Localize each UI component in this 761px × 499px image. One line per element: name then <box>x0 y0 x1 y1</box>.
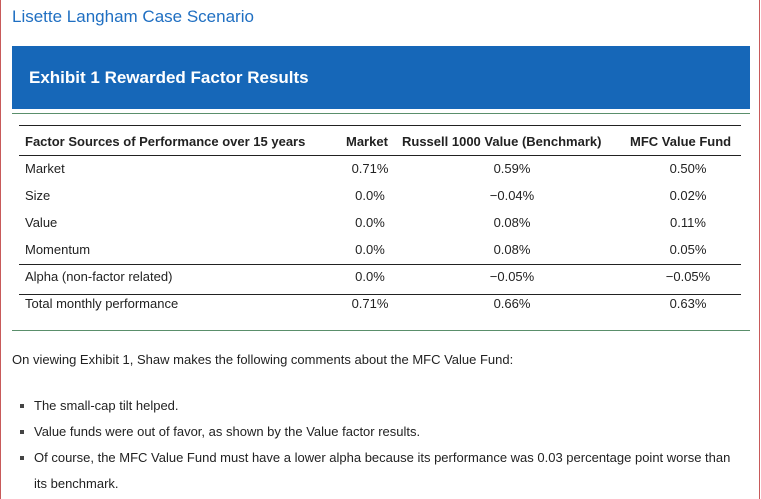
header-market: Market <box>346 133 388 149</box>
table-header-row: Factor Sources of Performance over 15 ye… <box>21 127 750 155</box>
table-row: Alpha (non-factor related) 0.0% −0.05% −… <box>21 263 750 290</box>
cell-benchmark: −0.04% <box>489 188 535 203</box>
list-item: The small-cap tilt helped. <box>12 393 742 419</box>
list-item-text: The small-cap tilt helped. <box>34 398 179 413</box>
cell-market: 0.71% <box>351 161 389 176</box>
table-rule-total <box>19 294 741 295</box>
cell-market: 0.0% <box>355 188 385 203</box>
header-mfc-value-fund: MFC Value Fund <box>630 133 732 149</box>
row-label: Market <box>25 161 65 176</box>
row-label: Momentum <box>25 242 91 257</box>
table-row: Total monthly performance 0.71% 0.66% 0.… <box>21 290 750 317</box>
list-item-text: Of course, the MFC Value Fund must have … <box>34 450 731 491</box>
row-label: Alpha (non-factor related) <box>25 269 173 284</box>
table-row: Market 0.71% 0.59% 0.50% <box>21 155 750 182</box>
cell-mfc: 0.05% <box>669 242 707 257</box>
left-border <box>0 0 1 499</box>
factor-results-table: Factor Sources of Performance over 15 ye… <box>21 127 750 317</box>
list-item-text: Value funds were out of favor, as shown … <box>34 424 421 439</box>
divider-bottom <box>12 330 750 331</box>
cell-benchmark: 0.08% <box>493 215 531 230</box>
cell-market: 0.0% <box>355 215 385 230</box>
case-title: Lisette Langham Case Scenario <box>12 7 254 26</box>
cell-benchmark: 0.66% <box>493 296 531 311</box>
comments-list: The small-cap tilt helped. Value funds w… <box>12 393 742 497</box>
row-label: Size <box>25 188 51 203</box>
exhibit-header: Exhibit 1 Rewarded Factor Results <box>12 46 750 109</box>
row-label: Value <box>25 215 58 230</box>
table-row: Size 0.0% −0.04% 0.02% <box>21 182 750 209</box>
cell-market: 0.71% <box>351 296 389 311</box>
cell-market: 0.0% <box>355 269 385 284</box>
cell-mfc: 0.11% <box>670 215 706 230</box>
cell-mfc: −0.05% <box>665 269 711 284</box>
cell-mfc: 0.63% <box>669 296 707 311</box>
cell-benchmark: 0.08% <box>493 242 531 257</box>
right-border <box>759 0 760 499</box>
cell-market: 0.0% <box>355 242 385 257</box>
exhibit-title: Exhibit 1 Rewarded Factor Results <box>29 68 309 87</box>
header-factor-sources: Factor Sources of Performance over 15 ye… <box>25 133 306 149</box>
cell-benchmark: 0.59% <box>493 161 531 176</box>
list-item: Value funds were out of favor, as shown … <box>12 419 742 445</box>
cell-mfc: 0.50% <box>669 161 707 176</box>
table-rule-alpha <box>19 264 741 265</box>
divider-top <box>12 113 750 114</box>
table-rule-top <box>19 125 741 126</box>
intro-paragraph: On viewing Exhibit 1, Shaw makes the fol… <box>12 352 514 367</box>
bullet-icon <box>20 456 24 460</box>
table-rule-header <box>19 155 741 156</box>
bullet-icon <box>20 430 24 434</box>
header-benchmark: Russell 1000 Value (Benchmark) <box>402 133 602 149</box>
list-item: Of course, the MFC Value Fund must have … <box>12 445 742 497</box>
row-label: Total monthly performance <box>25 296 179 311</box>
table-row: Value 0.0% 0.08% 0.11% <box>21 209 750 236</box>
cell-benchmark: −0.05% <box>489 269 535 284</box>
cell-mfc: 0.02% <box>669 188 707 203</box>
table-row: Momentum 0.0% 0.08% 0.05% <box>21 236 750 263</box>
bullet-icon <box>20 404 24 408</box>
